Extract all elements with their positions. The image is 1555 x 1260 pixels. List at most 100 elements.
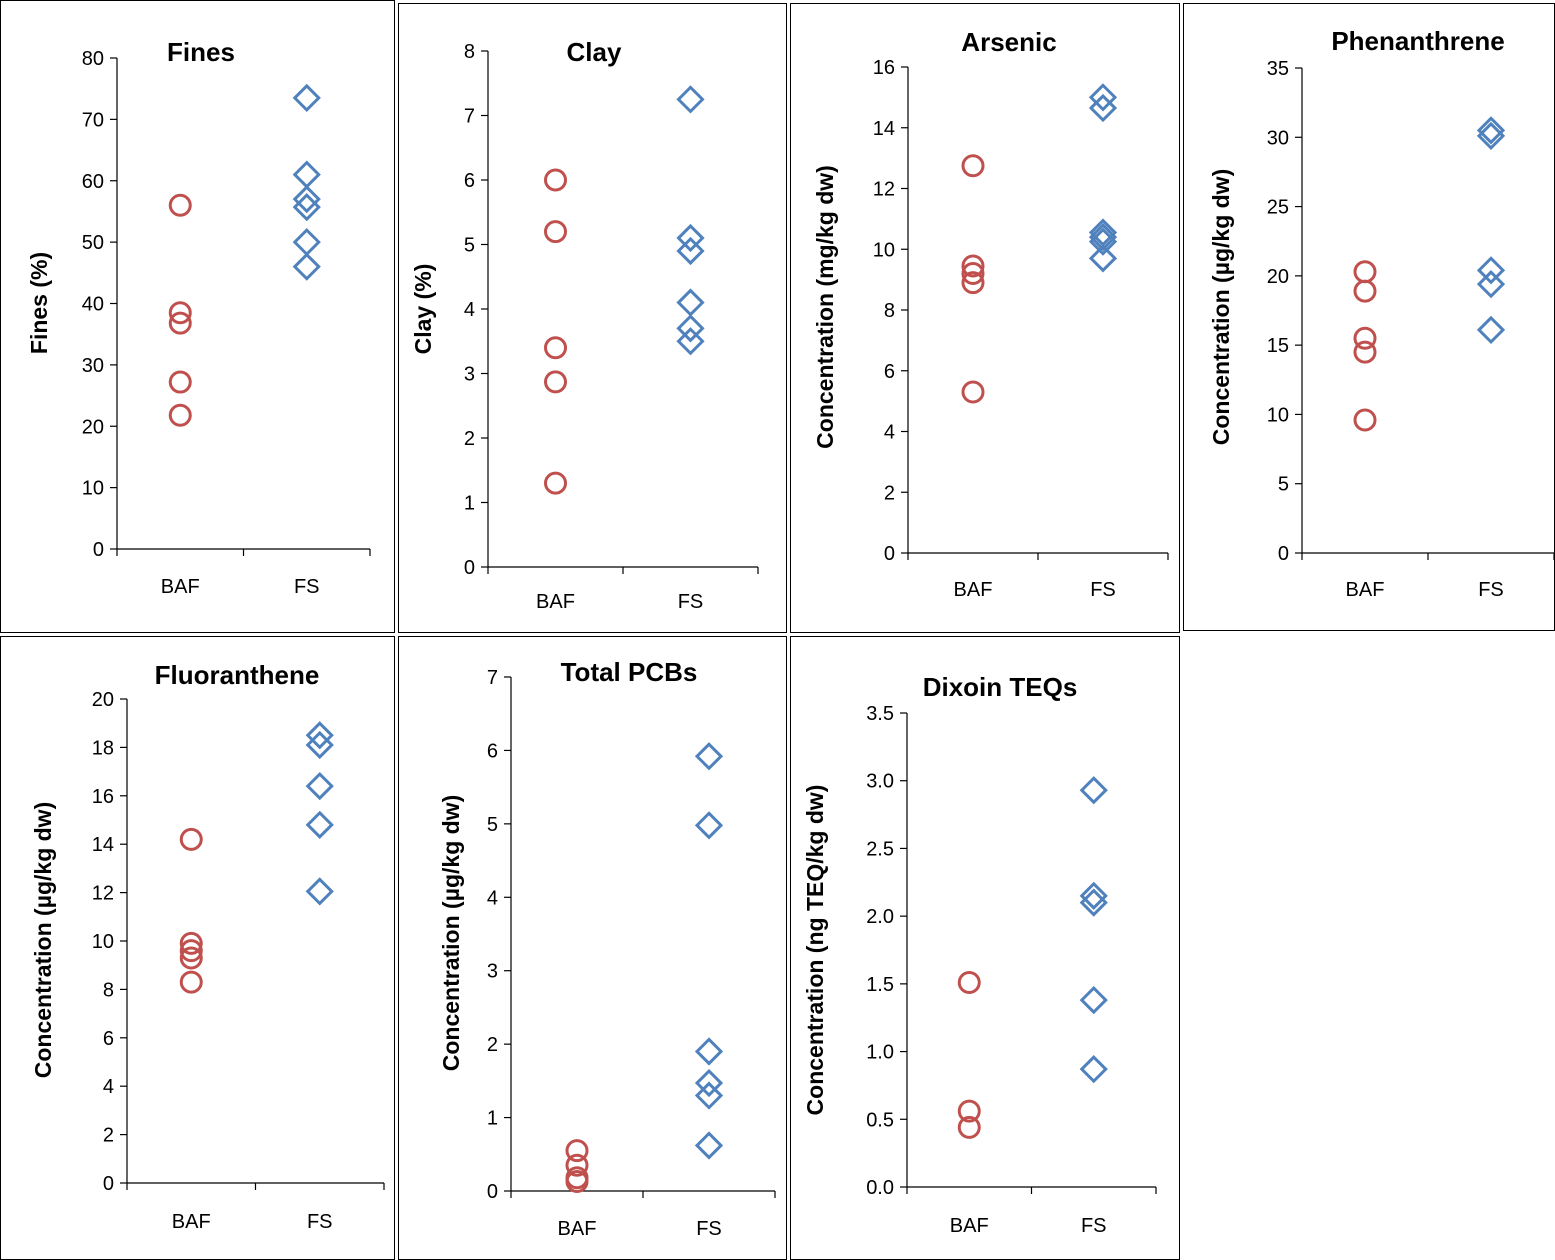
y-tick-label: 10 — [1267, 404, 1289, 426]
data-point-fs — [1088, 227, 1118, 256]
data-point-baf — [961, 154, 985, 178]
data-point-baf — [179, 946, 203, 970]
y-tick-label: 8 — [464, 41, 475, 63]
data-point-baf — [168, 311, 192, 335]
chart-panel-dioxin-teqs: Dixoin TEQs Concentration (ng TEQ/kg dw) 0… — [790, 636, 1180, 1260]
data-point-fs — [694, 1068, 724, 1098]
y-tick-label: 6 — [464, 170, 475, 192]
y-tick-label: 3 — [487, 961, 498, 983]
y-tick-label: 1 — [464, 493, 475, 515]
data-point-baf — [179, 970, 203, 994]
y-tick-label: 2 — [487, 1034, 498, 1056]
data-point-baf — [168, 370, 192, 394]
chart-panel-phenanthrene: Phenanthrene Concentration (µg/kg dw) 0 5 10… — [1183, 3, 1555, 631]
data-point-fs — [305, 877, 334, 906]
data-point-baf — [179, 931, 203, 955]
y-tick-label: 16 — [873, 57, 895, 79]
data-point-fs — [292, 252, 321, 281]
y-tick-label: 40 — [82, 294, 104, 316]
y-tick-label: 16 — [92, 786, 114, 808]
y-tick-label: 0 — [1278, 543, 1289, 565]
y-tick-label: 2 — [464, 428, 475, 450]
y-tick-label: 4 — [464, 299, 475, 321]
chart-panel-fines: Fines Fines (%) 0 10 20 30 40 50 60 70 80 BAF FS — [0, 0, 395, 633]
data-point-baf — [544, 336, 567, 360]
y-tick-label: 14 — [873, 118, 895, 140]
y-tick-label: 1.0 — [866, 1042, 894, 1064]
data-point-fs — [1079, 881, 1108, 910]
data-point-fs — [292, 83, 321, 113]
x-tick-label-fs: FS — [1090, 579, 1116, 601]
y-tick-label: 6 — [103, 1028, 114, 1050]
chart-fluoranthene: Fluoranthene Concentration (µg/kg dw) 0 2 4 6… — [30, 660, 385, 1233]
data-point-baf — [1353, 260, 1377, 284]
y-tick-label: 18 — [92, 737, 114, 759]
data-point-baf — [961, 262, 985, 286]
data-point-baf — [168, 193, 192, 217]
data-point-baf — [565, 1169, 589, 1193]
data-point-fs — [1079, 888, 1108, 917]
y-tick-label: 15 — [1267, 335, 1289, 357]
data-point-fs — [305, 810, 334, 839]
x-tick-label-fs: FS — [696, 1218, 722, 1240]
data-point-baf — [957, 1099, 981, 1123]
data-point-baf — [1353, 279, 1377, 303]
x-tick-label-baf: BAF — [161, 576, 200, 598]
chart-title: Clay — [567, 37, 622, 67]
data-point-fs — [1088, 93, 1118, 123]
data-point-fs — [305, 730, 334, 760]
data-point-baf — [957, 971, 981, 995]
y-tick-label: 60 — [82, 171, 104, 193]
data-point-fs — [292, 160, 321, 189]
y-tick-label: 35 — [1267, 58, 1289, 80]
y-axis-label: Concentration (µg/kg dw) — [1208, 169, 1234, 445]
y-tick-label: 2 — [884, 482, 895, 504]
data-point-fs — [1088, 83, 1118, 112]
data-point-fs — [694, 742, 724, 771]
data-point-baf — [957, 1115, 981, 1139]
data-point-fs — [694, 1131, 724, 1160]
y-tick-label: 0 — [884, 543, 895, 565]
y-tick-label: 30 — [82, 355, 104, 377]
chart-title: Phenanthrene — [1331, 26, 1504, 56]
data-point-fs — [1476, 116, 1506, 145]
y-tick-label: 0 — [487, 1181, 498, 1203]
x-tick-label-fs: FS — [294, 576, 320, 598]
data-point-baf — [544, 471, 567, 495]
y-tick-label: 25 — [1267, 197, 1289, 219]
data-point-fs — [1476, 121, 1506, 151]
data-point-fs — [305, 771, 334, 801]
y-tick-label: 70 — [82, 109, 104, 131]
data-point-baf — [961, 380, 985, 404]
y-tick-label: 10 — [92, 931, 114, 953]
chart-panel-total-pcbs: Total PCBs Concentration (µg/kg dw) 0 1 2 3 4 5… — [398, 636, 787, 1260]
data-point-fs — [676, 85, 705, 114]
data-point-baf — [544, 370, 567, 394]
x-tick-label-fs: FS — [678, 591, 704, 613]
x-tick-label-baf: BAF — [1346, 579, 1385, 601]
x-tick-label-baf: BAF — [954, 579, 993, 601]
chart-title: Fines — [167, 37, 235, 67]
chart-panel-fluoranthene: Fluoranthene Concentration (µg/kg dw) 0 2 4 6… — [0, 636, 395, 1260]
data-point-fs — [676, 327, 705, 356]
y-tick-label: 0 — [93, 539, 104, 561]
y-tick-label: 10 — [82, 478, 104, 500]
data-point-baf — [1353, 340, 1377, 364]
data-point-fs — [292, 193, 321, 222]
data-point-fs — [676, 288, 705, 317]
y-tick-label: 7 — [464, 106, 475, 128]
data-point-baf — [565, 1139, 589, 1163]
data-point-baf — [1353, 408, 1377, 432]
chart-clay: Clay Clay (%) 0 1 2 3 4 5 6 7 8 BAF FS — [410, 37, 759, 613]
data-point-fs — [676, 314, 705, 343]
y-tick-label: 3 — [464, 364, 475, 386]
y-axis-label: Clay (%) — [410, 264, 436, 355]
y-tick-label: 0 — [464, 557, 475, 579]
y-tick-label: 20 — [92, 689, 114, 711]
chart-title: Fluoranthene — [155, 660, 320, 690]
data-point-fs — [1079, 776, 1108, 805]
y-tick-label: 80 — [82, 48, 104, 70]
x-tick-label-fs: FS — [1478, 579, 1504, 601]
data-point-fs — [1079, 985, 1108, 1015]
data-point-fs — [1088, 222, 1118, 252]
